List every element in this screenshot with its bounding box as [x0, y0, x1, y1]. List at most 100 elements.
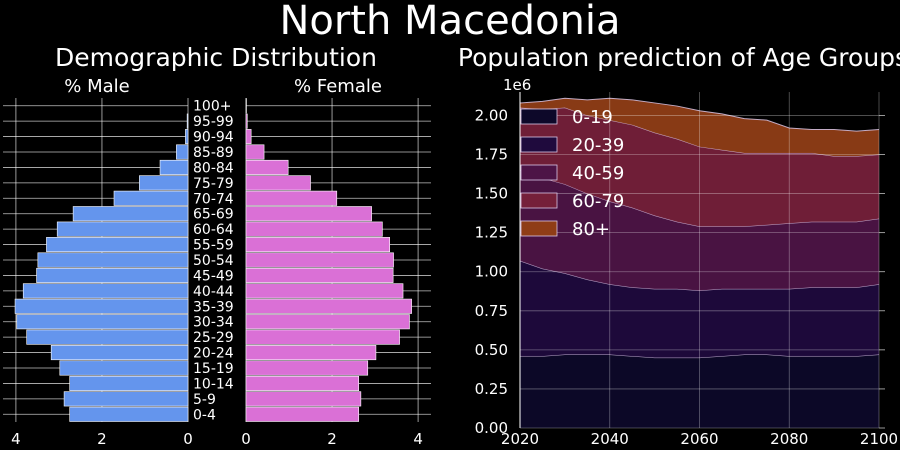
- male-axis-title: % Male: [64, 76, 129, 97]
- male-bar: [16, 314, 189, 330]
- area-legend: 0-19 20-39 40-59 60-79 80+: [520, 107, 624, 240]
- legend-label: 80+: [572, 219, 610, 240]
- area-x-tick: 2060: [680, 430, 718, 448]
- female-bar: [245, 375, 360, 391]
- age-group-labels: 0-45-910-1415-1920-2425-2930-3435-3940-4…: [193, 99, 234, 424]
- age-group-label: 55-59: [193, 238, 234, 254]
- female-axis-title: % Female: [294, 76, 382, 97]
- age-group-label: 30-34: [193, 315, 234, 331]
- legend-label: 20-39: [572, 135, 624, 156]
- age-group-label: 75-79: [193, 176, 234, 192]
- area-y-offset-label: 1e6: [503, 76, 531, 94]
- male-bar: [59, 360, 189, 376]
- area-y-tick: 1.75: [475, 146, 508, 164]
- area-y-tick: 0.75: [475, 302, 508, 320]
- female-bar: [245, 283, 404, 299]
- female-bar: [245, 190, 338, 206]
- female-bar: [245, 221, 383, 237]
- figure-title: North Macedonia: [279, 0, 620, 44]
- female-bar: [245, 159, 289, 175]
- legend-swatch: [520, 164, 558, 181]
- female-x-tick: 4: [413, 430, 423, 448]
- area-band: [520, 98, 879, 157]
- age-group-label: 90-94: [193, 130, 234, 146]
- female-bar: [245, 391, 362, 407]
- area-y-tick: 0.25: [475, 380, 508, 398]
- male-bar: [46, 237, 189, 253]
- legend-swatch: [520, 220, 558, 237]
- legend-label: 60-79: [572, 191, 624, 212]
- area-x-tick: 2080: [770, 430, 808, 448]
- male-x-tick: 0: [183, 430, 193, 448]
- area-band: [520, 354, 879, 428]
- area-band: [520, 170, 879, 291]
- male-bar: [14, 298, 189, 314]
- female-bar: [245, 252, 394, 268]
- male-bar: [50, 345, 189, 361]
- male-bar: [26, 329, 189, 345]
- age-group-label: 35-39: [193, 299, 234, 315]
- female-bars-panel: 0 2 4: [241, 98, 431, 448]
- male-bar: [113, 190, 189, 206]
- area-x-tick: 2040: [591, 430, 629, 448]
- area-x-tick: 2020: [501, 430, 539, 448]
- age-group-label: 0-4: [193, 407, 216, 423]
- age-group-label: 70-74: [193, 191, 234, 207]
- male-bar: [69, 406, 189, 422]
- female-bar: [245, 298, 412, 314]
- area-band: [520, 107, 879, 227]
- female-x-tick: 2: [327, 430, 337, 448]
- male-bar: [63, 391, 189, 407]
- age-group-label: 10-14: [193, 376, 234, 392]
- female-bar: [245, 314, 410, 330]
- age-group-label: 85-89: [193, 145, 234, 161]
- female-bar: [245, 144, 265, 160]
- female-bar: [245, 360, 369, 376]
- age-group-label: 100+: [193, 99, 231, 115]
- area-y-tick: 1.25: [475, 224, 508, 242]
- legend-swatch: [520, 108, 558, 125]
- age-group-label: 60-64: [193, 222, 234, 238]
- male-bars-panel: 0 2 4: [3, 98, 193, 448]
- male-bar: [22, 283, 189, 299]
- pyramid-title: Demographic Distribution: [55, 43, 377, 72]
- age-group-label: 95-99: [193, 114, 234, 130]
- legend-label: 40-59: [572, 163, 624, 184]
- female-bar: [245, 175, 311, 191]
- area-y-tick: 0.00: [475, 419, 508, 437]
- area-y-tick: 2.00: [475, 106, 508, 124]
- area-x-tick: 2100: [860, 430, 898, 448]
- male-bar: [72, 206, 189, 222]
- area-band: [520, 260, 879, 358]
- male-bar: [36, 267, 189, 283]
- male-bar: [176, 144, 189, 160]
- female-bar: [245, 206, 372, 222]
- area-y-tick: 1.50: [475, 185, 508, 203]
- area-chart-panel: 0.00 0.25 0.50 0.75 1.00 1.25 1.50 1.75 2.00 2020…: [475, 92, 898, 448]
- age-group-label: 5-9: [193, 392, 216, 408]
- female-bar: [245, 129, 252, 145]
- area-y-tick: 1.00: [475, 263, 508, 281]
- male-bar: [139, 175, 189, 191]
- female-bar: [245, 237, 390, 253]
- age-group-label: 50-54: [193, 253, 234, 269]
- legend-label: 0-19: [572, 107, 613, 128]
- area-band-edge: [519, 97, 880, 132]
- male-bar: [69, 375, 189, 391]
- legend-swatch: [520, 136, 558, 153]
- age-group-label: 80-84: [193, 160, 234, 176]
- male-bar: [186, 113, 189, 129]
- female-bar: [245, 267, 394, 283]
- male-x-tick: 2: [97, 430, 107, 448]
- female-bar: [245, 406, 360, 422]
- age-group-label: 65-69: [193, 207, 234, 223]
- age-group-label: 25-29: [193, 330, 234, 346]
- area-title: Population prediction of Age Groups: [458, 43, 900, 72]
- male-bar: [185, 129, 189, 145]
- female-x-tick: 0: [241, 430, 251, 448]
- age-group-label: 20-24: [193, 346, 234, 362]
- female-bar: [245, 329, 400, 345]
- age-group-label: 15-19: [193, 361, 234, 377]
- male-bar: [159, 159, 189, 175]
